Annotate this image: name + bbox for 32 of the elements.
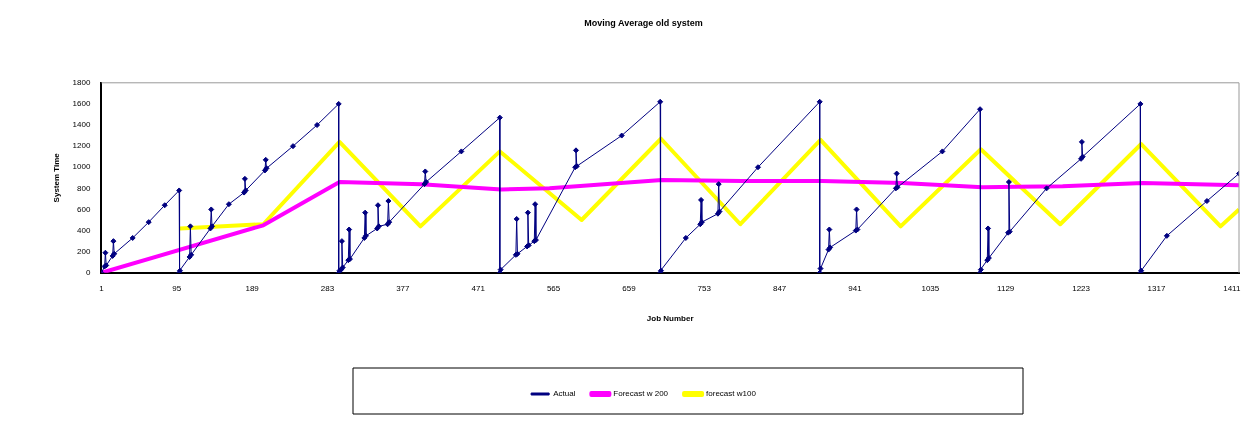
x-tick-label: 471 (471, 283, 486, 293)
legend-label: Actual (553, 389, 576, 399)
y-tick-label: 1800 (72, 78, 91, 87)
x-tick-label: 189 (245, 283, 260, 293)
x-tick-label: 95 (172, 283, 182, 293)
x-tick-label: 1317 (1147, 283, 1166, 293)
y-tick-label: 1200 (72, 141, 91, 151)
y-tick-label: 0 (85, 268, 91, 277)
x-tick-label: 1411 (1223, 283, 1241, 293)
x-tick-label: 1035 (921, 283, 940, 293)
x-tick-label: 1 (99, 283, 105, 293)
legend-label: forecast w100 (706, 389, 757, 399)
x-tick-label: 847 (772, 283, 787, 293)
x-tick-label: 753 (697, 283, 712, 293)
y-tick-label: 1600 (72, 99, 91, 109)
y-axis-title: System Time (52, 152, 61, 203)
y-tick-label: 600 (77, 204, 91, 214)
y-tick-label: 1000 (72, 162, 91, 172)
chart-title: Moving Average old system (584, 17, 703, 28)
legend-label: Forecast w 200 (613, 389, 669, 399)
y-tick-label: 400 (77, 225, 91, 235)
x-tick-label: 1223 (1072, 283, 1091, 293)
x-tick-label: 377 (396, 283, 411, 293)
y-tick-label: 200 (77, 246, 91, 256)
y-tick-label: 800 (77, 183, 91, 193)
x-tick-label: 1129 (997, 283, 1015, 293)
x-tick-label: 283 (320, 283, 335, 293)
y-tick-label: 1400 (72, 120, 91, 130)
x-tick-label: 659 (622, 283, 637, 293)
x-tick-label: 565 (546, 283, 561, 293)
x-axis-title: Job Number (646, 314, 694, 324)
x-tick-label: 941 (848, 283, 863, 293)
